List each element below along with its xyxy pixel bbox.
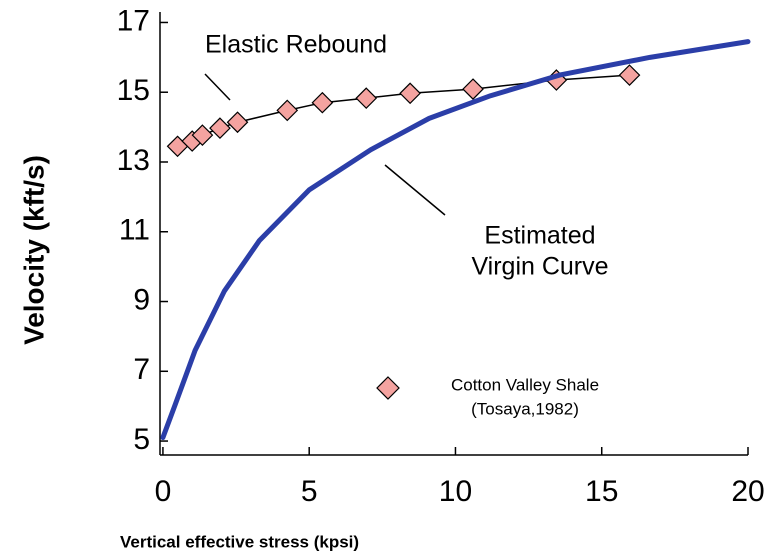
data-point: [311, 91, 334, 114]
data-point: [618, 64, 641, 86]
data-point: [209, 117, 231, 140]
leader-line: [384, 164, 446, 216]
data-point: [276, 99, 299, 122]
annotation: Estimated: [484, 222, 595, 250]
series-line: [160, 39, 751, 441]
y-tick-label: 11: [119, 214, 150, 247]
data-point: [226, 111, 249, 134]
x-tick-label: 5: [301, 475, 318, 508]
legend-marker: [376, 376, 400, 400]
x-tick-label: 0: [155, 475, 172, 508]
annotation: Elastic Rebound: [205, 31, 387, 59]
x-axis-label: Vertical effective stress (kpsi): [120, 532, 359, 551]
data-point: [462, 78, 484, 100]
x-tick-label: 10: [439, 475, 472, 508]
legend-label: Cotton Valley Shale: [451, 375, 599, 394]
annotation: Virgin Curve: [471, 253, 608, 281]
y-axis-label: Velocity (kft/s): [18, 155, 49, 345]
data-point: [399, 82, 421, 105]
y-tick-label: 9: [133, 283, 150, 316]
y-tick-label: 5: [133, 423, 150, 456]
y-tick-label: 17: [117, 4, 150, 37]
x-tick-label: 20: [731, 475, 764, 508]
y-tick-label: 7: [133, 353, 150, 386]
y-tick-label: 13: [117, 144, 150, 177]
y-tick-label: 15: [117, 74, 150, 107]
leader-line: [204, 73, 231, 101]
legend-note: (Tosaya,1982): [471, 399, 579, 418]
data-point: [355, 87, 378, 110]
x-tick-label: 15: [585, 475, 618, 508]
series-line: [176, 74, 631, 148]
data-point: [191, 124, 214, 146]
